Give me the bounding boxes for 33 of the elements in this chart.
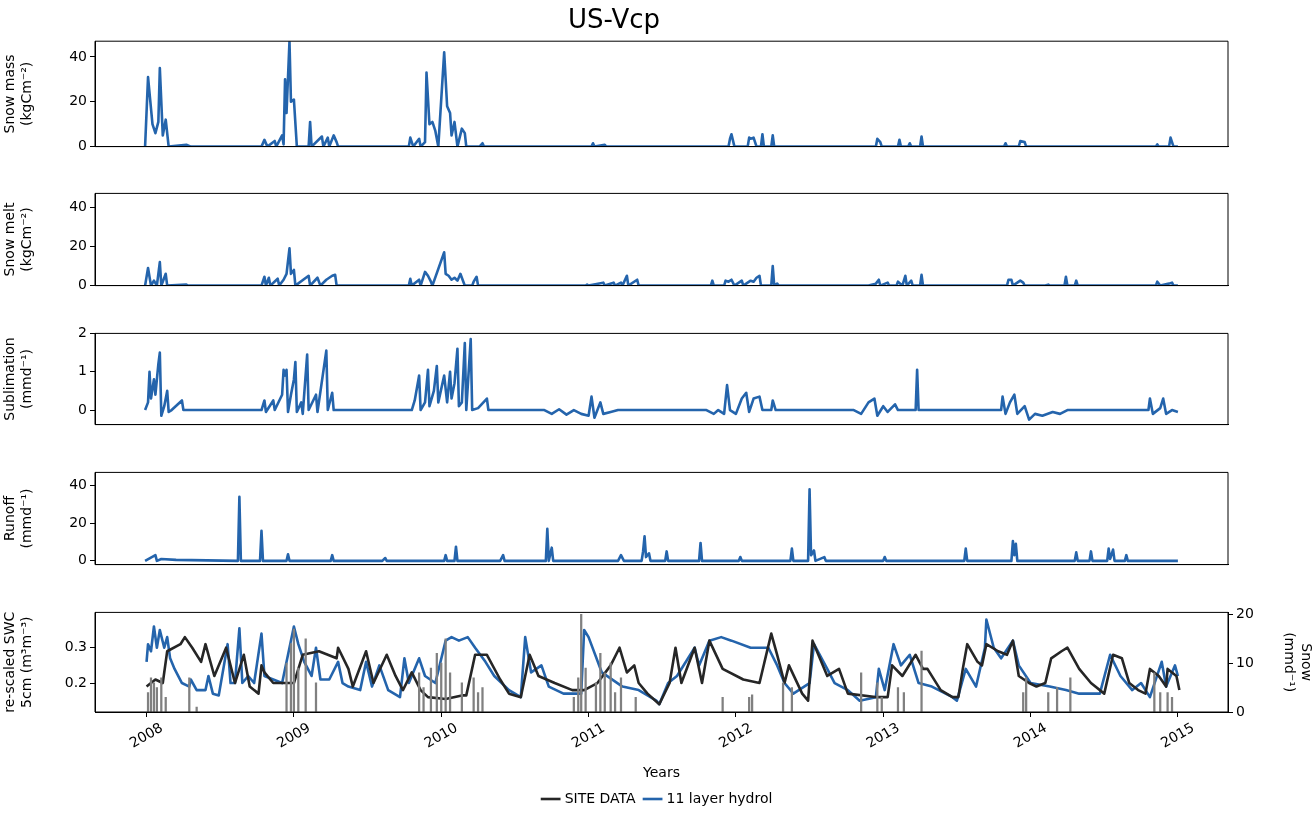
legend-label: 11 layer hydrol [666, 789, 773, 806]
bar [920, 650, 923, 712]
y-axis-title: Snow melt (kgCm⁻²) [1, 202, 34, 277]
y-axis-title: Sublimation (mmd⁻¹) [1, 337, 34, 421]
y-axis-title: re-scaled SWC 5cm (m³m⁻³) [1, 611, 34, 713]
y-tick-label: 20 [69, 237, 87, 254]
y-axis-title: Snow mass (kgCm⁻²) [1, 54, 34, 134]
y2-tick-label: 20 [1236, 604, 1254, 621]
bar [285, 662, 288, 712]
y-tick-label: 0 [78, 276, 87, 293]
y-tick-label: 0.2 [64, 673, 87, 690]
bar [481, 687, 484, 712]
y-tick-label: 20 [69, 92, 87, 109]
y-tick-label: 1 [78, 362, 87, 379]
bar [1166, 692, 1169, 712]
y-tick-label: 0 [78, 551, 87, 568]
x-axis-title: Years [642, 764, 680, 781]
y-tick-label: 2 [78, 324, 87, 341]
y-tick-label: 40 [69, 197, 87, 214]
y-tick-label: 0 [78, 137, 87, 154]
y-tick-label: 0 [78, 400, 87, 417]
y-tick-label: 0.3 [64, 638, 87, 655]
y2-axis-title: Snow (mmd⁻¹) [1282, 632, 1315, 693]
y-tick-label: 40 [69, 476, 87, 493]
y2-tick-label: 0 [1236, 702, 1245, 719]
y2-tick-label: 10 [1236, 653, 1254, 670]
chart-title: US-Vcp [568, 4, 660, 35]
legend-label: SITE DATA [564, 789, 636, 806]
bar [584, 667, 587, 712]
y-tick-label: 20 [69, 513, 87, 530]
y-axis-title: Runoff (mmd⁻¹) [1, 488, 34, 549]
bar [422, 687, 425, 712]
y-tick-label: 40 [69, 47, 87, 64]
